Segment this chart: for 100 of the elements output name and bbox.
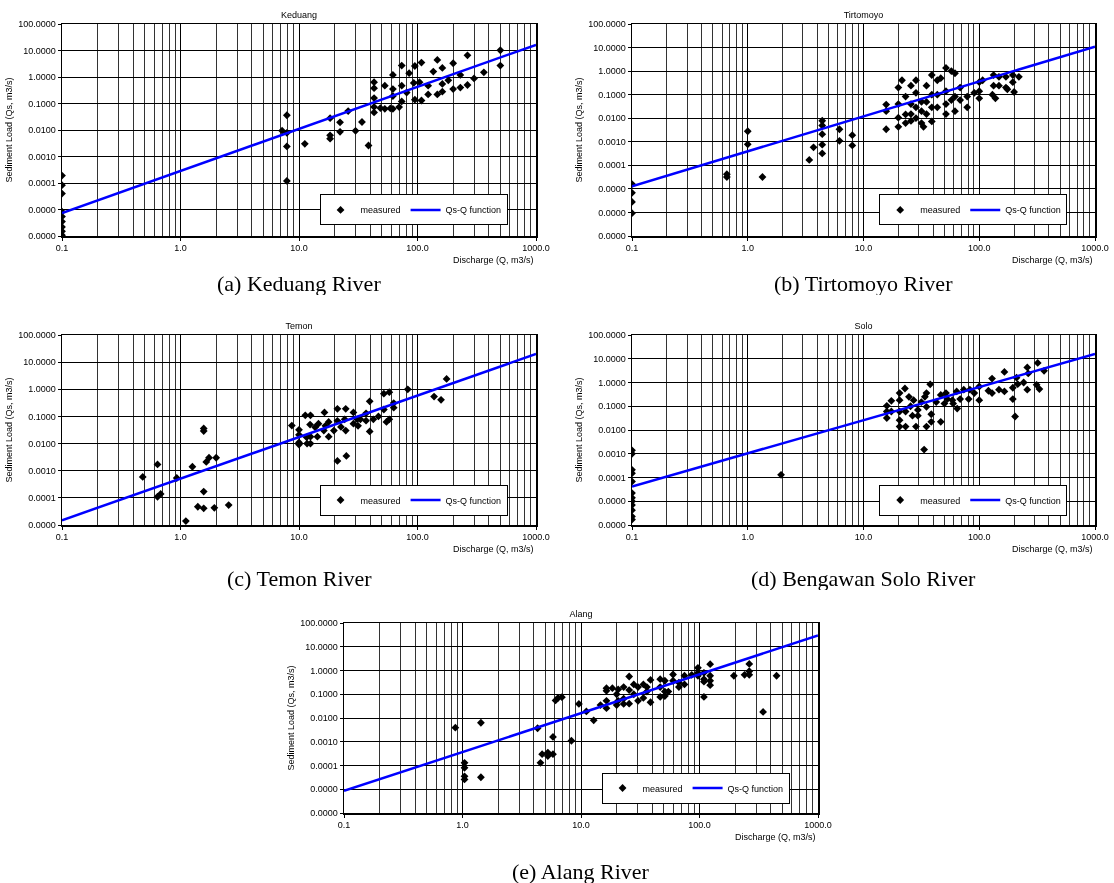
- x-tick-label: 0.1: [337, 820, 351, 831]
- x-tick-label: 1000.0: [1081, 243, 1109, 254]
- x-axis-title: Discharge (Q, m3/s): [1012, 255, 1093, 265]
- x-tick-label: 100.0: [967, 243, 991, 254]
- y-axis-title: Sediment Load (Qs, m3/s): [3, 77, 14, 183]
- y-tick-label: 0.0010: [598, 136, 626, 147]
- x-axis-title: Discharge (Q, m3/s): [453, 255, 534, 265]
- y-tick-label: 0.0100: [598, 425, 626, 436]
- y-tick-label: 0.0010: [28, 151, 56, 162]
- x-tick-label: 10.0: [290, 243, 308, 254]
- text: (b) Tirtomoyo River: [774, 271, 954, 296]
- x-axis-title: Discharge (Q, m3/s): [453, 544, 534, 554]
- y-tick-label: 0.0100: [598, 113, 626, 124]
- y-tick-label: 0.0000: [28, 231, 56, 242]
- y-tick-label: 0.0000: [598, 184, 626, 195]
- legend-label: Qs-Q function: [445, 495, 502, 506]
- y-tick-label: 0.0010: [598, 448, 626, 459]
- y-tick-label: 0.0000: [598, 496, 626, 507]
- text: (a) Keduang River: [217, 271, 382, 296]
- y-axis-title: Sediment Load (Qs, m3/s): [285, 665, 296, 771]
- x-tick-label: 10.0: [854, 532, 873, 543]
- x-tick-label: 1.0: [174, 532, 187, 543]
- y-tick-label: 1.0000: [310, 665, 338, 676]
- y-tick-label: 0.0000: [310, 808, 338, 819]
- x-tick-label: 100.0: [967, 532, 991, 543]
- x-tick-label: 1000.0: [522, 532, 550, 543]
- y-tick-label: 0.1000: [598, 401, 626, 412]
- y-tick-label: 100.0000: [18, 330, 56, 341]
- text: (e) Alang River: [512, 859, 650, 883]
- y-tick-label: 1.0000: [28, 72, 56, 83]
- y-tick-label: 0.1000: [310, 689, 338, 700]
- x-tick-label: 0.1: [625, 532, 639, 543]
- y-tick-label: 0.0010: [310, 736, 338, 747]
- legend-label: measured: [920, 205, 961, 216]
- chart-title: Solo: [854, 321, 873, 331]
- x-tick-label: 10.0: [572, 820, 590, 831]
- y-tick-label: 0.0001: [598, 160, 626, 171]
- y-tick-label: 0.0100: [28, 438, 56, 449]
- x-axis-title: Discharge (Q, m3/s): [735, 832, 816, 842]
- y-tick-label: 0.0000: [28, 520, 56, 531]
- y-tick-label: 10.0000: [593, 353, 626, 364]
- x-tick-label: 10.0: [290, 532, 308, 543]
- y-tick-label: 0.0010: [28, 465, 56, 476]
- y-tick-label: 100.0000: [588, 330, 626, 341]
- x-tick-label: 1000.0: [1081, 532, 1109, 543]
- x-tick-label: 10.0: [854, 243, 873, 254]
- y-axis-title: Sediment Load (Qs, m3/s): [573, 377, 584, 483]
- x-tick-label: 0.1: [55, 243, 69, 254]
- y-tick-label: 0.0001: [28, 178, 56, 189]
- y-tick-label: 100.0000: [588, 19, 626, 30]
- y-tick-label: 0.0000: [598, 231, 626, 242]
- chart-title: Tirtomoyo: [843, 10, 884, 20]
- y-tick-label: 0.1000: [28, 411, 56, 422]
- y-tick-label: 10.0000: [23, 45, 56, 56]
- y-axis-title: Sediment Load (Qs, m3/s): [573, 77, 584, 183]
- legend-label: measured: [642, 783, 683, 794]
- y-tick-label: 1.0000: [28, 384, 56, 395]
- y-tick-label: 0.1000: [28, 98, 56, 109]
- y-axis-title: Sediment Load (Qs, m3/s): [3, 377, 14, 483]
- x-tick-label: 100.0: [688, 820, 711, 831]
- x-tick-label: 1000.0: [804, 820, 832, 831]
- y-tick-label: 0.0001: [28, 493, 56, 504]
- x-tick-label: 0.1: [55, 532, 69, 543]
- legend-label: measured: [920, 495, 961, 506]
- x-tick-label: 0.1: [625, 243, 639, 254]
- x-tick-label: 100.0: [406, 532, 429, 543]
- y-tick-label: 0.1000: [598, 89, 626, 100]
- y-tick-label: 100.0000: [300, 618, 338, 629]
- x-axis-title: Discharge (Q, m3/s): [1012, 544, 1093, 554]
- legend-label: Qs-Q function: [1005, 495, 1061, 506]
- y-tick-label: 1.0000: [598, 66, 626, 77]
- x-tick-label: 100.0: [406, 243, 429, 254]
- legend-label: measured: [360, 495, 401, 506]
- text: (c) Temon River: [227, 566, 373, 591]
- y-tick-label: 100.0000: [18, 19, 56, 30]
- legend-label: Qs-Q function: [445, 205, 502, 216]
- legend-label: Qs-Q function: [1005, 205, 1061, 216]
- x-tick-label: 1.0: [174, 243, 187, 254]
- y-tick-label: 10.0000: [23, 357, 56, 368]
- text: (d) Bengawan Solo River: [751, 566, 976, 591]
- y-tick-label: 0.0001: [310, 760, 338, 771]
- y-tick-label: 10.0000: [305, 641, 338, 652]
- y-tick-label: 0.0100: [310, 713, 338, 724]
- y-tick-label: 1.0000: [598, 377, 626, 388]
- y-tick-label: 0.0000: [598, 207, 626, 218]
- y-tick-label: 0.0000: [598, 520, 626, 531]
- x-tick-label: 1.0: [456, 820, 469, 831]
- y-tick-label: 0.0001: [598, 472, 626, 483]
- y-tick-label: 0.0000: [310, 784, 338, 795]
- x-tick-label: 1.0: [741, 243, 755, 254]
- chart-title: Temon: [285, 321, 313, 331]
- legend-label: measured: [360, 205, 401, 216]
- chart-title: Keduang: [280, 10, 318, 20]
- legend-label: Qs-Q function: [727, 783, 784, 794]
- chart-title: Alang: [569, 609, 593, 619]
- x-tick-label: 1.0: [741, 532, 755, 543]
- y-tick-label: 0.0000: [28, 204, 56, 215]
- x-tick-label: 1000.0: [522, 243, 550, 254]
- y-tick-label: 10.0000: [593, 42, 626, 53]
- y-tick-label: 0.0100: [28, 125, 56, 136]
